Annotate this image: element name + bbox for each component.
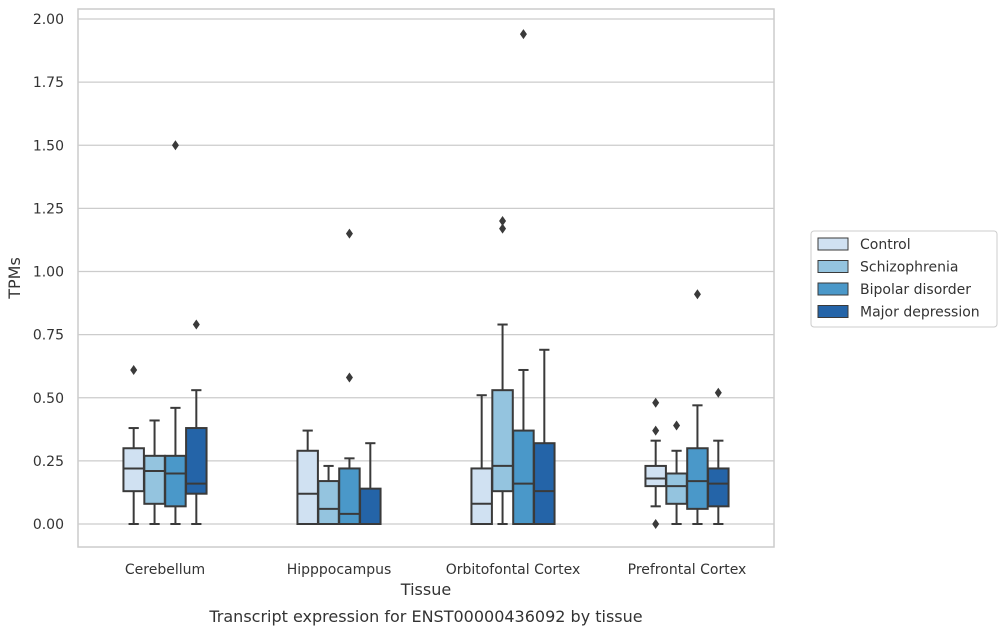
box-control-3 (644, 397, 667, 529)
box-body (317, 480, 340, 526)
outlier-point (673, 420, 681, 431)
box-body (470, 467, 493, 526)
y-tick-label: 2.00 (33, 12, 64, 28)
box-body (512, 429, 535, 526)
x-tick-label: Orbitofontal Cortex (446, 562, 581, 578)
legend-label: Bipolar disorder (860, 282, 971, 298)
y-tick-label: 0.75 (33, 328, 64, 344)
x-tick-label: Hipppocampus (287, 562, 392, 578)
box-body (143, 454, 166, 505)
y-tick-label: 1.75 (33, 75, 64, 91)
box-control-0 (122, 364, 145, 525)
box-body (491, 389, 514, 493)
box-bipolar-disorder-3 (686, 289, 709, 525)
y-tick-label: 0.00 (33, 517, 64, 533)
outlier-point (130, 364, 138, 375)
outlier-point (345, 372, 353, 383)
box-body (122, 447, 145, 493)
box-body (644, 464, 667, 488)
y-tick-label: 1.25 (33, 201, 64, 217)
y-tick-label: 1.00 (33, 265, 64, 281)
box-major-depression-0 (185, 319, 208, 525)
outlier-point (171, 140, 179, 151)
y-tick-label: 0.50 (33, 391, 64, 407)
outlier-point (499, 216, 507, 226)
box-series (122, 29, 730, 529)
box-control-2 (470, 394, 493, 526)
outlier-point (652, 425, 660, 436)
box-body (533, 442, 556, 526)
box-body (359, 487, 382, 525)
legend-frame (810, 230, 998, 328)
legend: Control Schizophrenia Bipolar disorder Majo… (810, 230, 998, 328)
legend-label: Schizophrenia (860, 260, 958, 276)
legend-swatch (817, 282, 849, 296)
box-schizophrenia-0 (143, 419, 166, 525)
legend-swatch (817, 260, 849, 273)
box-body (185, 427, 208, 495)
outlier-point (714, 387, 722, 398)
legend-label: Major depression (860, 305, 980, 321)
box-body (707, 467, 730, 508)
y-axis-label: TPMs (5, 257, 24, 300)
x-axis-label: Tissue (400, 580, 451, 599)
box-bipolar-disorder-0 (164, 140, 187, 525)
legend-label: Control (860, 237, 911, 253)
box-schizophrenia-1 (317, 464, 340, 526)
x-axis-ticks: Cerebellum Hipppocampus Orbitofontal Corte… (125, 562, 746, 578)
box-schizophrenia-3 (665, 420, 688, 525)
legend-swatch (817, 237, 849, 251)
chart-caption: Transcript expression for ENST0000043609… (208, 607, 642, 626)
box-bipolar-disorder-1 (338, 228, 361, 526)
y-tick-label: 0.25 (33, 454, 64, 470)
box-body (686, 447, 709, 510)
outlier-point (192, 319, 200, 330)
outlier-point (652, 397, 660, 408)
box-schizophrenia-2 (491, 216, 514, 525)
box-major-depression-3 (707, 387, 730, 525)
box-bipolar-disorder-2 (512, 29, 535, 526)
box-body (296, 449, 319, 525)
box-control-1 (296, 429, 319, 525)
box-major-depression-1 (359, 442, 382, 525)
outlier-point (693, 289, 701, 300)
y-tick-label: 1.50 (33, 138, 64, 154)
box-body (338, 467, 361, 526)
plot-frame (77, 8, 775, 548)
outlier-point (345, 228, 353, 239)
box-major-depression-2 (533, 348, 556, 526)
legend-swatch (817, 305, 849, 318)
outlier-point (499, 223, 507, 234)
box-body (164, 454, 187, 508)
x-tick-label: Cerebellum (125, 562, 205, 578)
y-axis-ticks: 0.00 0.25 0.50 0.75 1.00 1.25 1.50 1.75 2.00 (33, 12, 64, 533)
gridlines (78, 18, 774, 525)
outlier-point (652, 519, 660, 529)
box-body (665, 472, 688, 505)
outlier-point (519, 29, 527, 40)
x-tick-label: Prefrontal Cortex (628, 562, 747, 578)
